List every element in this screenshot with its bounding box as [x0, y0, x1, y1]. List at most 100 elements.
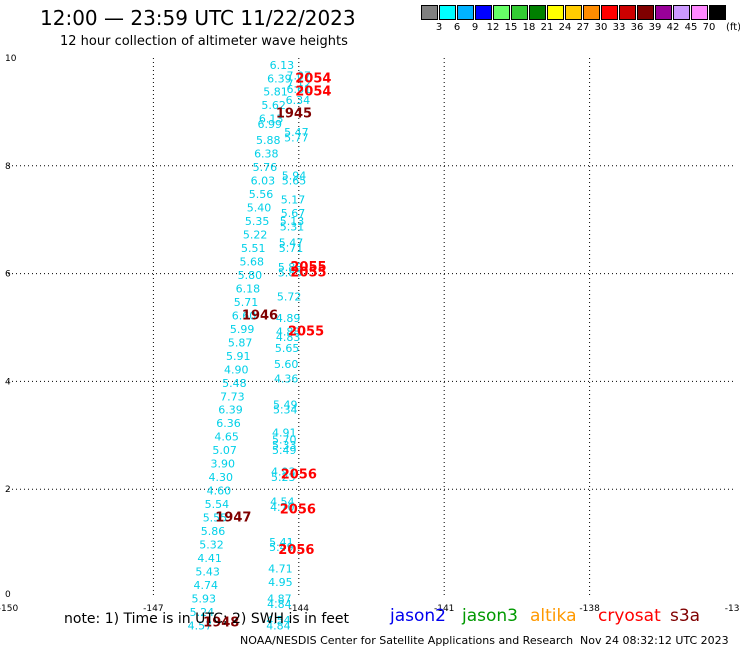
swh-data-point: 4.95 [268, 576, 293, 589]
color-swatch-1 [439, 5, 456, 20]
color-swatch-2 [457, 5, 474, 20]
swh-data-point: 6.99 [257, 118, 282, 131]
color-scale-label: 15 [504, 22, 518, 33]
swh-data-point: 5.55 [203, 512, 228, 525]
swh-data-point: 5.23 [271, 471, 296, 484]
generation-timestamp: Nov 24 08:32:12 UTC 2023 [580, 634, 729, 647]
swh-data-point: 4.41 [197, 552, 222, 565]
x-tick-label: -141 [434, 604, 454, 614]
swh-data-point: 4.83 [276, 331, 301, 344]
swh-data-point: 7.12 [287, 78, 312, 91]
swh-data-point: 5.34 [273, 404, 298, 417]
color-swatch-14 [673, 5, 690, 20]
footer-note: note: 1) Time is in UTC; 2) SWH is in fe… [64, 611, 350, 627]
swh-data-point: 5.85 [278, 266, 303, 279]
swh-data-point: 5.07 [212, 444, 237, 457]
swh-data-point: 5.86 [201, 525, 226, 538]
swh-data-point: 4.84 [266, 619, 291, 632]
swh-data-point: 5.62 [261, 99, 286, 112]
legend-item-jason2: jason2 [390, 606, 446, 626]
swh-data-point: 5.13 [280, 215, 305, 228]
swh-data-point: 6.36 [216, 417, 241, 430]
swh-data-point: 6.39 [267, 72, 292, 85]
swh-data-point: 4.57 [188, 619, 213, 632]
swh-data-point: 5.76 [253, 161, 278, 174]
swh-data-point: 6.03 [251, 175, 276, 188]
swh-data-point: 6.13 [270, 59, 295, 72]
swh-data-point: 4.30 [209, 471, 234, 484]
credit-text: NOAA/NESDIS Center for Satellite Applica… [240, 634, 574, 647]
swh-data-point: 5.71 [234, 296, 259, 309]
swh-data-point: 4.88 [276, 326, 301, 339]
color-scale-label: 70 [702, 22, 716, 33]
swh-data-point: 6.39 [218, 404, 243, 417]
swh-data-point: 6.34 [286, 94, 311, 107]
y-tick-label: 0 [5, 590, 11, 600]
color-swatch-9 [583, 5, 600, 20]
swh-data-point: 5.80 [238, 269, 263, 282]
swh-data-point: 5.17 [281, 194, 306, 207]
color-swatch-11 [619, 5, 636, 20]
swh-data-point: 4.71 [268, 563, 293, 576]
swh-data-point: 6.38 [254, 148, 279, 161]
color-scale-label: 39 [648, 22, 662, 33]
y-tick-label: 6 [5, 270, 11, 280]
x-tick-label: -144 [289, 604, 310, 614]
color-swatch-4 [493, 5, 510, 20]
swh-data-point: 5.71 [279, 242, 304, 255]
color-scale-label: 33 [612, 22, 626, 33]
swh-data-point: 4.60 [207, 485, 232, 498]
legend-item-s3a: s3a [670, 606, 701, 626]
y-tick-label: 2 [5, 485, 11, 495]
swh-data-point: 5.31 [280, 220, 305, 233]
swh-data-point: 5.47 [279, 237, 304, 250]
swh-data-point: 5.60 [274, 358, 299, 371]
color-scale-label: 18 [522, 22, 536, 33]
color-swatch-16 [709, 5, 726, 20]
pass-time-label: 1948 [203, 616, 239, 631]
swh-data-point: 5.22 [243, 229, 268, 242]
swh-data-point: 4.93 [271, 466, 296, 479]
color-swatch-5 [511, 5, 528, 20]
pass-time-label: 2056 [281, 467, 317, 482]
swh-data-point: 4.89 [276, 312, 301, 325]
swh-data-point: 5.54 [205, 498, 230, 511]
color-swatch-13 [655, 5, 672, 20]
swh-data-point: 5.77 [284, 132, 309, 145]
color-scale-label: 9 [471, 22, 479, 33]
swh-data-point: 5.99 [230, 323, 255, 336]
y-tick-label: 4 [5, 377, 11, 387]
pass-time-label: 2055 [290, 260, 326, 275]
swh-data-point: 4.91 [272, 426, 297, 439]
legend-item-altika: altika [530, 606, 577, 626]
swh-data-point: 6.13 [259, 113, 284, 126]
swh-data-point: 5.49 [272, 444, 297, 457]
color-scale-label: 6 [453, 22, 461, 33]
swh-data-point: 7.07 [287, 70, 312, 83]
swh-data-point: 5.40 [247, 202, 272, 215]
swh-data-point: 5.47 [284, 126, 309, 139]
color-scale-label: 42 [666, 22, 680, 33]
swh-data-point: 5.65 [282, 175, 307, 188]
swh-data-point: 5.32 [199, 538, 224, 551]
color-scale-bar [421, 5, 727, 20]
color-swatch-8 [565, 5, 582, 20]
swh-data-point: 5.81 [263, 86, 288, 99]
color-swatch-7 [547, 5, 564, 20]
swh-data-point: 6.60 [232, 309, 257, 322]
swh-data-point: 3.90 [210, 458, 235, 471]
pass-time-label: 2054 [295, 85, 331, 100]
swh-data-point: 5.33 [272, 439, 297, 452]
color-scale-label: 21 [540, 22, 554, 33]
swh-data-point: 5.88 [256, 134, 281, 147]
swh-data-point: 4.36 [274, 372, 299, 385]
swh-data-point: 4.90 [224, 363, 249, 376]
color-swatch-6 [529, 5, 546, 20]
swh-data-point: 6.18 [236, 282, 261, 295]
swh-data-point: 5.43 [195, 565, 220, 578]
swh-data-point: 5.41 [269, 536, 294, 549]
pass-time-label: 2056 [278, 543, 314, 558]
color-swatch-12 [637, 5, 654, 20]
